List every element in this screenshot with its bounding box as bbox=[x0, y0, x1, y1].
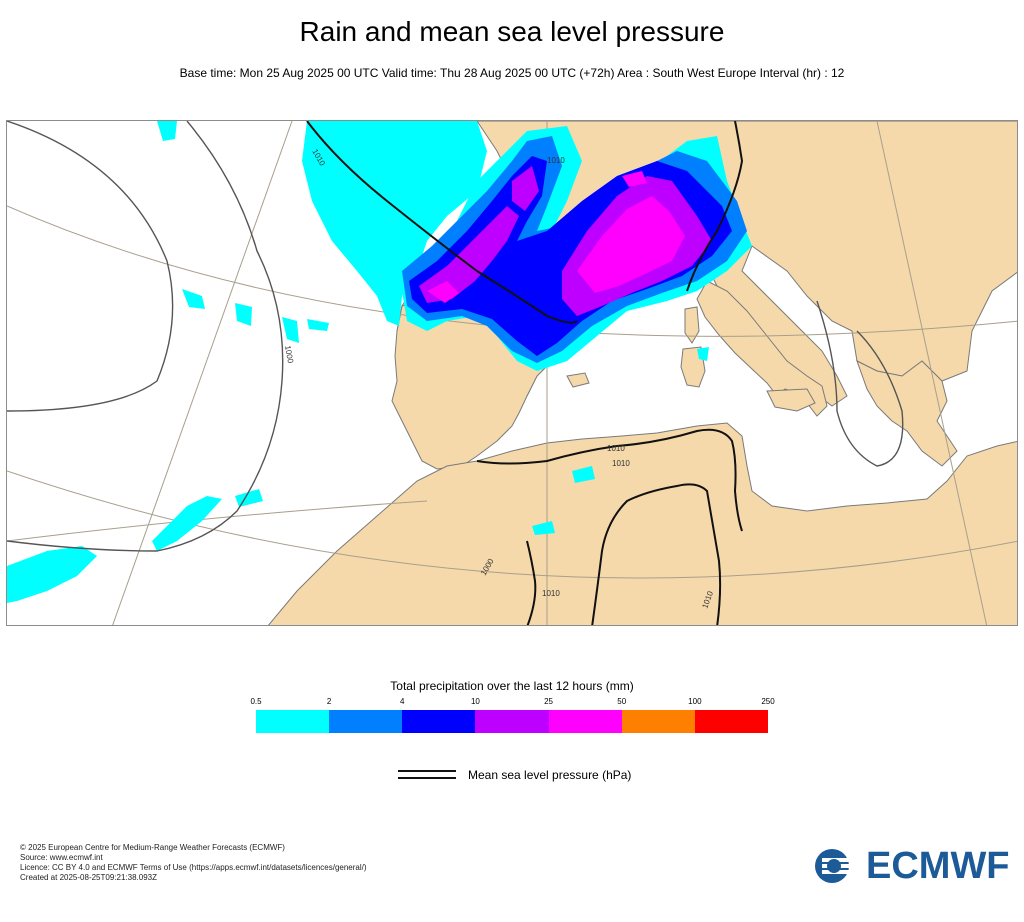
legend-tick: 4 bbox=[400, 697, 405, 706]
land-africa bbox=[268, 422, 1017, 625]
isobar-legend-label: Mean sea level pressure (hPa) bbox=[468, 768, 632, 782]
legend-tick: 25 bbox=[544, 697, 554, 706]
footer-line: Source: www.ecmwf.int bbox=[20, 853, 103, 862]
isobar-thin-1 bbox=[7, 121, 174, 412]
precipitation bbox=[7, 121, 752, 603]
colorbar-swatch bbox=[548, 710, 622, 733]
isobar-2 bbox=[476, 428, 743, 532]
rain-purple-3 bbox=[512, 166, 539, 211]
contour-label: 1010 bbox=[542, 589, 560, 598]
rain-cyan-shower-2 bbox=[182, 289, 205, 309]
legend-ticks: 0.5 2 4 10 25 50 100 250 bbox=[250, 697, 774, 709]
isobar-legend-line bbox=[398, 770, 456, 772]
colorbar-swatch bbox=[621, 710, 695, 733]
isobar-legend-line bbox=[398, 777, 456, 779]
isobar-3 bbox=[591, 483, 722, 625]
precipitation-colorbar bbox=[256, 710, 768, 733]
isobar-1 bbox=[306, 121, 578, 324]
rain-cyan-shower-11 bbox=[697, 347, 709, 361]
legend-title: Total precipitation over the last 12 hou… bbox=[390, 679, 634, 693]
isobar-5 bbox=[686, 121, 744, 292]
ecmwf-logo-icon bbox=[812, 846, 860, 886]
colorbar-swatch bbox=[329, 710, 403, 733]
chart-subtitle: Base time: Mon 25 Aug 2025 00 UTC Valid … bbox=[179, 66, 845, 80]
land-balearic bbox=[566, 372, 590, 388]
rain-cyan-shower-1 bbox=[157, 121, 177, 141]
legend-tick: 10 bbox=[470, 697, 480, 706]
chart-title: Rain and mean sea level pressure bbox=[299, 16, 725, 47]
rain-magenta-2 bbox=[427, 281, 459, 303]
contour-label: 1010 bbox=[547, 156, 565, 165]
rain-magenta-3 bbox=[622, 171, 647, 187]
footer-line: Licence: CC BY 4.0 and ECMWF Terms of Us… bbox=[20, 863, 367, 872]
legend-tick: 250 bbox=[761, 697, 775, 706]
rain-purple bbox=[419, 206, 519, 303]
rain-cyan-shower-6 bbox=[152, 496, 222, 551]
rain-cyan-shower-3 bbox=[235, 303, 252, 326]
rain-cyan-atlantic bbox=[302, 121, 487, 326]
isobar-thin-2 bbox=[7, 121, 284, 552]
rain-cyan-shower-9 bbox=[572, 466, 595, 483]
rain-cyan-shower-4 bbox=[282, 317, 299, 343]
colorbar-swatch bbox=[475, 710, 549, 733]
contour-label: 1010 bbox=[607, 444, 625, 453]
legend-tick: 2 bbox=[326, 697, 332, 706]
isobars-thin bbox=[7, 121, 904, 552]
land-greece bbox=[856, 359, 958, 467]
map-canvas: 1010 1000 1000 1010 1010 1010 1010 1010 bbox=[7, 121, 1017, 625]
colorbar-swatch bbox=[402, 710, 476, 733]
isobar-4 bbox=[526, 540, 537, 625]
isobar-thin-3 bbox=[816, 300, 904, 467]
rain-cyan-shower-10 bbox=[532, 521, 555, 535]
rain-cyan-shower-8 bbox=[7, 546, 97, 603]
legend-tick: 50 bbox=[617, 697, 627, 706]
isobars bbox=[306, 121, 744, 625]
legend-tick: 100 bbox=[688, 697, 702, 706]
footer-line: © 2025 European Centre for Medium-Range … bbox=[20, 843, 285, 852]
contour-label: 1010 bbox=[612, 459, 630, 468]
graticule bbox=[7, 121, 1017, 625]
land-corsica bbox=[684, 306, 700, 344]
footer-credits: © 2025 European Centre for Medium-Range … bbox=[20, 843, 367, 883]
ecmwf-logo: ECMWF bbox=[812, 844, 1010, 887]
weather-map: 1010 1000 1000 1010 1010 1010 1010 1010 bbox=[6, 120, 1018, 626]
footer-line: Created at 2025-08-25T09:21:38.093Z bbox=[20, 873, 157, 882]
rain-magenta bbox=[577, 196, 685, 293]
colorbar-swatch bbox=[694, 710, 768, 733]
land-sicily bbox=[766, 388, 816, 412]
legend-tick: 0.5 bbox=[250, 697, 262, 706]
contour-label: 1000 bbox=[283, 345, 295, 365]
colorbar-swatch bbox=[256, 710, 330, 733]
rain-cyan-shower-5 bbox=[307, 319, 329, 331]
ecmwf-logo-text: ECMWF bbox=[866, 844, 1010, 887]
